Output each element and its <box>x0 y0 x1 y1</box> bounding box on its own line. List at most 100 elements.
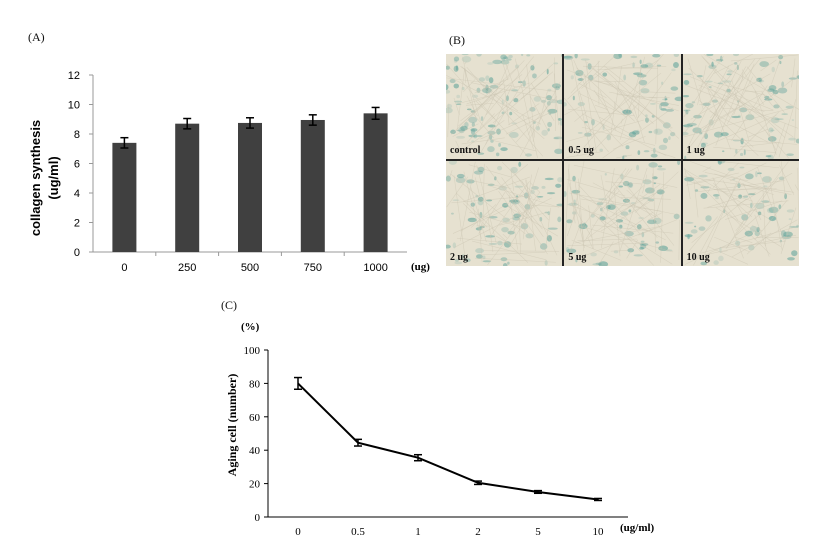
cell-fiber <box>700 55 789 159</box>
stain-spot <box>581 58 591 61</box>
cell-fiber <box>601 168 615 249</box>
stain-spot <box>768 127 774 133</box>
stain-spot <box>739 166 745 169</box>
cell-fiber <box>583 72 662 137</box>
cell-fiber <box>573 201 673 265</box>
stain-spot <box>658 165 663 168</box>
stain-spot <box>622 109 633 115</box>
cell-fiber <box>733 63 755 116</box>
stain-spot <box>446 107 453 114</box>
stain-spot <box>623 74 627 81</box>
cell-fiber <box>567 69 680 112</box>
cell-fiber <box>685 65 729 150</box>
stain-spot <box>651 153 658 158</box>
stain-spot <box>592 263 603 266</box>
cell-fiber <box>461 137 505 145</box>
cell-fiber <box>626 189 664 222</box>
cell-fiber <box>685 171 771 255</box>
stain-spot <box>636 164 640 171</box>
cell-fiber <box>722 89 767 121</box>
stain-spot <box>674 54 680 57</box>
stain-spot <box>461 54 469 56</box>
stain-spot <box>670 131 676 137</box>
cell-fiber <box>683 176 794 193</box>
cell-fiber <box>730 85 768 141</box>
cell-fiber <box>463 171 482 240</box>
cell-fiber <box>726 209 751 248</box>
cell-fiber <box>703 54 799 110</box>
cell-fiber <box>712 177 744 259</box>
cell-fiber <box>633 105 646 143</box>
chart-c-ytick-label: 20 <box>249 479 261 491</box>
stain-spot <box>490 139 494 143</box>
stain-spot <box>554 148 563 154</box>
panel-label-c: (C) <box>221 298 237 312</box>
chart-c-ytick-label: 100 <box>244 345 261 357</box>
cell-fiber <box>481 251 546 256</box>
cell-fiber <box>698 100 718 106</box>
chart-a-xtick-label: 750 <box>304 262 322 274</box>
cell-fiber <box>566 151 604 158</box>
chart-c-errorbar <box>294 376 302 390</box>
cell-fiber <box>698 99 759 156</box>
cell-fiber <box>580 198 662 212</box>
cell-fiber <box>464 61 467 65</box>
cell-fiber <box>621 197 672 200</box>
stain-spot <box>477 152 485 155</box>
stain-spot <box>730 115 741 119</box>
stain-spot <box>530 65 535 71</box>
cell-fiber <box>780 207 796 255</box>
chart-a-bar <box>112 142 137 252</box>
stain-spot <box>482 255 486 260</box>
cell-fiber <box>466 95 478 117</box>
cell-fiber <box>693 180 699 218</box>
stain-spot <box>584 132 592 137</box>
cell-fiber <box>590 66 672 129</box>
cell-fiber <box>759 59 777 72</box>
cell-fiber <box>712 146 777 154</box>
cell-fiber <box>519 81 561 157</box>
stain-spot <box>717 161 722 165</box>
stain-spot <box>779 60 782 65</box>
stain-spot <box>521 54 524 57</box>
stain-spot <box>625 145 630 150</box>
stain-spot <box>662 98 668 101</box>
stain-spot <box>618 185 624 188</box>
stain-spot <box>733 62 738 65</box>
cell-fiber <box>496 164 529 191</box>
cell-fiber <box>778 99 796 158</box>
stain-spot <box>698 226 706 231</box>
stain-spot <box>533 96 542 102</box>
chart-c-x-unit: (ug/ml) <box>620 522 655 534</box>
cell-fiber <box>522 174 532 240</box>
stain-spot <box>652 54 661 58</box>
micrograph-label: 2 ug <box>450 252 469 263</box>
stain-spot <box>570 75 575 80</box>
stain-spot <box>791 119 794 121</box>
cell-fiber <box>482 84 519 112</box>
stain-spot <box>464 121 469 128</box>
stain-spot <box>449 78 456 84</box>
stain-spot <box>544 177 554 181</box>
stain-spot <box>446 104 453 109</box>
cell-fiber <box>485 166 525 217</box>
cell-fiber <box>726 138 797 145</box>
cell-fiber <box>487 198 538 266</box>
stain-spot <box>450 129 456 135</box>
stain-spot <box>574 54 579 59</box>
micrograph-label: 0.5 ug <box>568 145 594 156</box>
stain-spot <box>578 132 583 134</box>
cell-fiber <box>678 219 681 260</box>
stain-spot <box>547 227 558 230</box>
stain-spot <box>500 147 508 152</box>
stain-spot <box>639 59 642 65</box>
stain-spot <box>768 85 777 91</box>
cell-fiber <box>790 58 796 88</box>
cell-fiber <box>651 149 676 158</box>
stain-spot <box>712 194 720 197</box>
cell-fiber <box>715 75 744 146</box>
cell-fiber <box>691 198 747 244</box>
cell-fiber <box>761 91 773 107</box>
cell-fiber <box>683 168 770 220</box>
stain-spot <box>660 108 667 111</box>
